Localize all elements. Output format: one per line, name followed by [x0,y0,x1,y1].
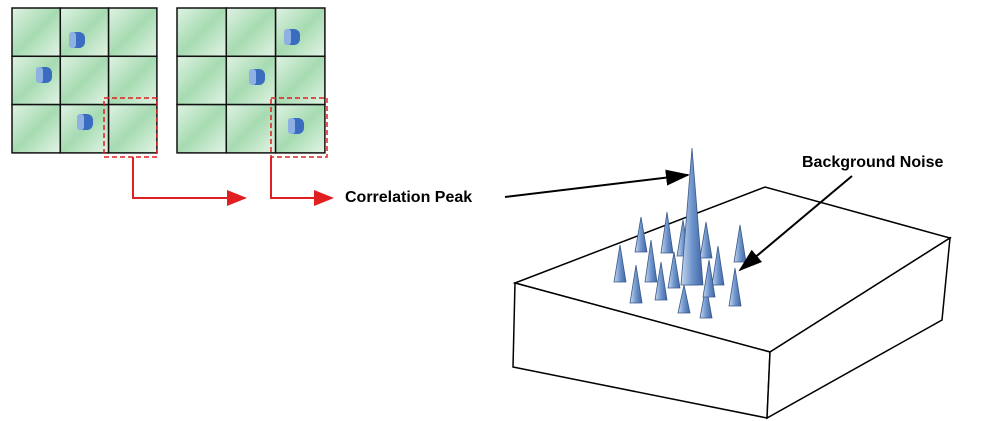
red-arrow [133,157,245,198]
grid-cell [276,8,325,56]
grid-cell [109,105,157,153]
particle-shade [249,69,256,85]
particle-shade [284,29,291,45]
grid-cell [12,8,60,56]
particle-shade [69,32,76,48]
grid-cell [60,56,108,104]
grid-cell [177,105,226,153]
grid-cell [177,8,226,56]
pointer-arrow [505,175,688,197]
grid-cell [177,56,226,104]
image-grids [12,8,325,153]
red-arrow [271,157,332,198]
grid-cell [226,105,275,153]
grid-cell [12,105,60,153]
particle-shade [77,114,84,130]
background-noise-label: Background Noise [802,154,943,171]
grid-cell [109,8,157,56]
particle-shade [288,118,295,134]
diagram: Correlation Peak Background Noise [0,0,995,421]
correlation-peak-label: Correlation Peak [345,189,472,206]
grid-cell [226,8,275,56]
grid-cell [60,8,108,56]
particle-shade [36,67,43,83]
